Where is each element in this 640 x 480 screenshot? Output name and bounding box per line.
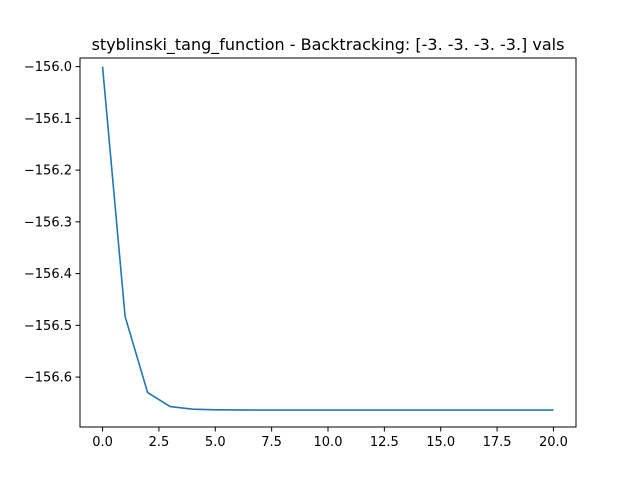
y-tick-label: −156.1 [24, 112, 72, 127]
x-tick-label: 5.0 [205, 435, 226, 450]
y-tick-label: −156.0 [24, 60, 72, 75]
x-tick-label: 20.0 [539, 435, 568, 450]
x-axis: 0.0 2.5 5.0 7.5 10.0 12.5 15.0 17.5 20.0 [92, 427, 568, 450]
x-tick-label: 10.0 [314, 435, 343, 450]
y-tick-label: −156.2 [24, 164, 72, 179]
y-axis: −156.0 −156.1 −156.2 −156.3 −156.4 −156.5 −156… [24, 60, 80, 386]
x-tick-label: 0.0 [92, 435, 113, 450]
y-tick-label: −156.3 [24, 215, 72, 230]
plot-area [101, 66, 554, 411]
chart-title: styblinski_tang_function - Backtracking:… [92, 35, 565, 55]
series-line-0 [101, 66, 554, 411]
x-tick-label: 17.5 [483, 435, 512, 450]
x-tick-label: 12.5 [370, 435, 399, 450]
y-tick-label: −156.6 [24, 371, 72, 386]
axes-frame [79, 57, 577, 428]
x-tick-label: 15.0 [426, 435, 455, 450]
y-tick-label: −156.4 [24, 267, 72, 282]
y-tick-label: −156.5 [24, 319, 72, 334]
x-tick-label: 7.5 [261, 435, 282, 450]
x-tick-label: 2.5 [149, 435, 170, 450]
